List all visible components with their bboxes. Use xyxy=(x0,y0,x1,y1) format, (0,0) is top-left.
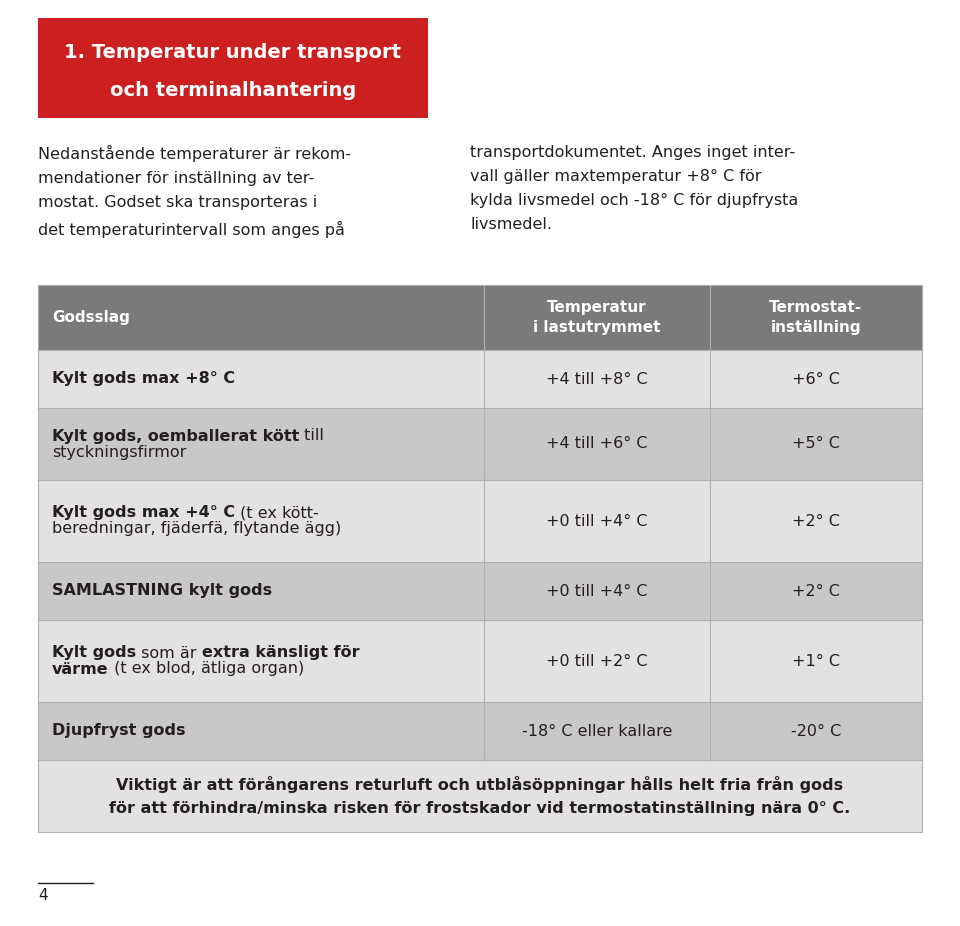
Text: extra känsligt för: extra känsligt för xyxy=(202,645,359,660)
Text: Kylt gods max +8° C: Kylt gods max +8° C xyxy=(52,371,235,386)
Text: till: till xyxy=(300,429,324,444)
Text: Viktigt är att förångarens returluft och utblåsöppningar hålls helt fria från go: Viktigt är att förångarens returluft och… xyxy=(109,776,851,816)
Text: +0 till +4° C: +0 till +4° C xyxy=(546,583,648,598)
Text: Termostat-
inställning: Termostat- inställning xyxy=(769,300,862,335)
Text: SAMLASTNING kylt gods: SAMLASTNING kylt gods xyxy=(52,583,272,598)
Text: +1° C: +1° C xyxy=(792,654,840,669)
Text: -18° C eller kallare: -18° C eller kallare xyxy=(522,723,672,739)
Text: (t ex blod, ätliga organ): (t ex blod, ätliga organ) xyxy=(108,661,304,677)
Text: +2° C: +2° C xyxy=(792,514,840,529)
Bar xyxy=(38,408,922,480)
Text: styckningsfirmor: styckningsfirmor xyxy=(52,444,186,459)
Text: -20° C: -20° C xyxy=(791,723,841,739)
Text: +5° C: +5° C xyxy=(792,436,840,452)
Text: värme: värme xyxy=(52,661,108,677)
Bar xyxy=(38,18,428,118)
Text: 1. Temperatur under transport: 1. Temperatur under transport xyxy=(64,44,401,62)
Text: +4 till +6° C: +4 till +6° C xyxy=(546,436,648,452)
Text: transportdokumentet. Anges inget inter-
vall gäller maxtemperatur +8° C för
kyld: transportdokumentet. Anges inget inter- … xyxy=(470,145,799,232)
Bar xyxy=(38,285,922,350)
Text: Djupfryst gods: Djupfryst gods xyxy=(52,723,185,739)
Bar xyxy=(38,760,922,832)
Text: +0 till +4° C: +0 till +4° C xyxy=(546,514,648,529)
Text: Nedanstående temperaturer är rekom-
mendationer för inställning av ter-
mostat. : Nedanstående temperaturer är rekom- mend… xyxy=(38,145,351,238)
Bar xyxy=(38,480,922,562)
Bar xyxy=(38,350,922,408)
Text: som är: som är xyxy=(136,645,202,660)
Bar xyxy=(38,702,922,760)
Text: +2° C: +2° C xyxy=(792,583,840,598)
Text: Kylt gods: Kylt gods xyxy=(52,645,136,660)
Bar xyxy=(38,562,922,620)
Bar xyxy=(38,620,922,702)
Text: beredningar, fjäderfä, flytande ägg): beredningar, fjäderfä, flytande ägg) xyxy=(52,521,341,536)
Text: +0 till +2° C: +0 till +2° C xyxy=(546,654,648,669)
Text: (t ex kött-: (t ex kött- xyxy=(235,506,319,520)
Text: och terminalhantering: och terminalhantering xyxy=(109,81,356,99)
Text: Kylt gods, oemballerat kött: Kylt gods, oemballerat kött xyxy=(52,429,300,444)
Text: Temperatur
i lastutrymmet: Temperatur i lastutrymmet xyxy=(534,300,660,335)
Text: 4: 4 xyxy=(38,887,48,903)
Text: Godsslag: Godsslag xyxy=(52,310,130,325)
Text: +6° C: +6° C xyxy=(792,371,840,386)
Text: +4 till +8° C: +4 till +8° C xyxy=(546,371,648,386)
Text: Kylt gods max +4° C: Kylt gods max +4° C xyxy=(52,506,235,520)
